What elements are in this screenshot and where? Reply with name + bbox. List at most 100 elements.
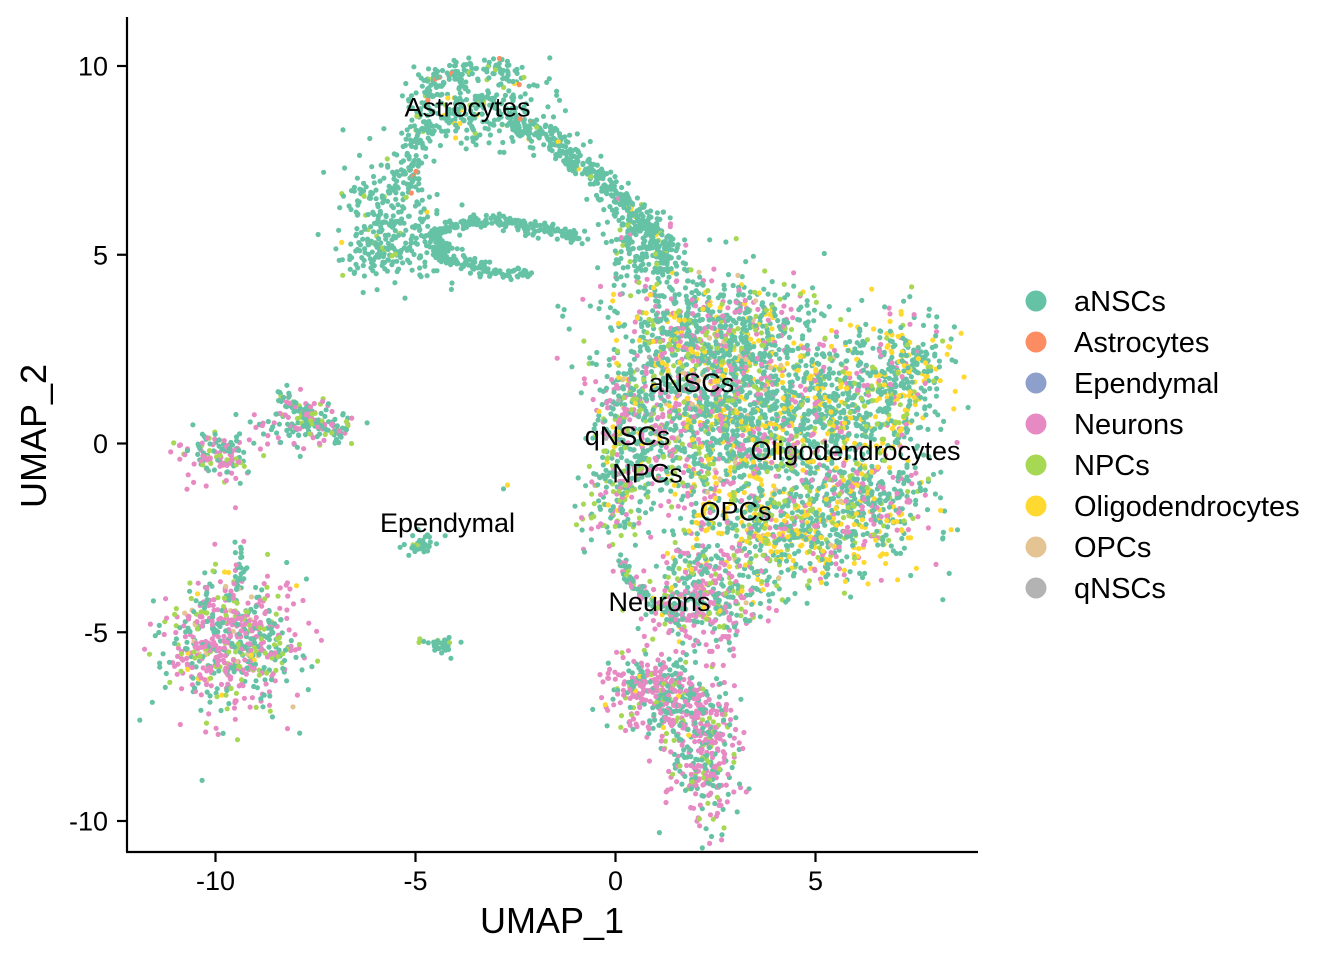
data-point — [613, 261, 618, 266]
data-point — [708, 710, 713, 715]
data-point — [951, 406, 956, 411]
data-point — [673, 697, 678, 702]
data-point — [729, 574, 734, 579]
data-point — [798, 358, 803, 363]
data-point — [696, 270, 701, 275]
data-point — [406, 553, 411, 558]
data-point — [637, 705, 642, 710]
data-point — [233, 476, 238, 481]
data-point — [837, 566, 842, 571]
data-point — [739, 588, 744, 593]
data-point — [162, 632, 167, 637]
data-point — [784, 431, 789, 436]
data-point — [687, 442, 692, 447]
data-point — [598, 154, 603, 159]
data-point — [711, 719, 716, 724]
data-point — [652, 717, 657, 722]
data-point — [277, 422, 282, 427]
data-point — [339, 240, 344, 245]
data-point — [447, 77, 452, 82]
data-point — [623, 728, 628, 733]
data-point — [482, 58, 487, 63]
data-point — [712, 801, 717, 806]
data-point — [588, 139, 593, 144]
data-point — [354, 232, 359, 237]
data-point — [275, 594, 280, 599]
data-point — [262, 665, 267, 670]
data-point — [741, 292, 746, 297]
data-point — [764, 308, 769, 313]
data-point — [697, 823, 702, 828]
data-point — [645, 663, 650, 668]
data-point — [755, 307, 760, 312]
data-point — [902, 546, 907, 551]
data-point — [952, 324, 957, 329]
data-point — [214, 694, 219, 699]
data-point — [760, 587, 765, 592]
data-point — [227, 461, 232, 466]
data-point — [759, 330, 764, 335]
data-point — [606, 661, 611, 666]
data-point — [606, 502, 611, 507]
data-point — [242, 622, 247, 627]
data-point — [361, 290, 366, 295]
data-point — [682, 411, 687, 416]
data-point — [871, 326, 876, 331]
data-point — [385, 156, 390, 161]
data-point — [720, 732, 725, 737]
data-point — [168, 449, 173, 454]
data-point — [684, 633, 689, 638]
data-point — [803, 388, 808, 393]
data-point — [704, 642, 709, 647]
data-point — [812, 470, 817, 475]
data-point — [666, 275, 671, 280]
data-point — [244, 609, 249, 614]
data-point — [625, 193, 630, 198]
data-point — [511, 123, 516, 128]
data-point — [630, 201, 635, 206]
data-point — [592, 501, 597, 506]
data-point — [198, 614, 203, 619]
data-point — [654, 312, 659, 317]
data-point — [259, 587, 264, 592]
data-point — [599, 695, 604, 700]
data-point — [304, 576, 309, 581]
data-point — [177, 457, 182, 462]
data-point — [673, 426, 678, 431]
data-point — [663, 800, 668, 805]
data-point — [846, 505, 851, 510]
data-point — [930, 338, 935, 343]
data-point — [630, 338, 635, 343]
data-point — [855, 388, 860, 393]
data-point — [766, 292, 771, 297]
data-point — [284, 678, 289, 683]
data-point — [379, 163, 384, 168]
data-point — [735, 809, 740, 814]
data-point — [601, 232, 606, 237]
data-point — [620, 510, 625, 515]
data-point — [668, 215, 673, 220]
data-point — [467, 257, 472, 262]
data-point — [588, 303, 593, 308]
data-point — [697, 275, 702, 280]
data-point — [841, 515, 846, 520]
data-point — [587, 464, 592, 469]
data-point — [792, 591, 797, 596]
data-point — [938, 495, 943, 500]
data-point — [744, 600, 749, 605]
data-point — [647, 579, 652, 584]
data-point — [691, 643, 696, 648]
data-point — [321, 438, 326, 443]
data-point — [829, 344, 834, 349]
data-point — [743, 298, 748, 303]
data-point — [906, 535, 911, 540]
data-point — [669, 504, 674, 509]
data-point — [658, 403, 663, 408]
data-point — [238, 481, 243, 486]
data-point — [915, 514, 920, 519]
data-point — [675, 576, 680, 581]
data-point — [645, 277, 650, 282]
data-point — [656, 276, 661, 281]
data-point — [784, 558, 789, 563]
